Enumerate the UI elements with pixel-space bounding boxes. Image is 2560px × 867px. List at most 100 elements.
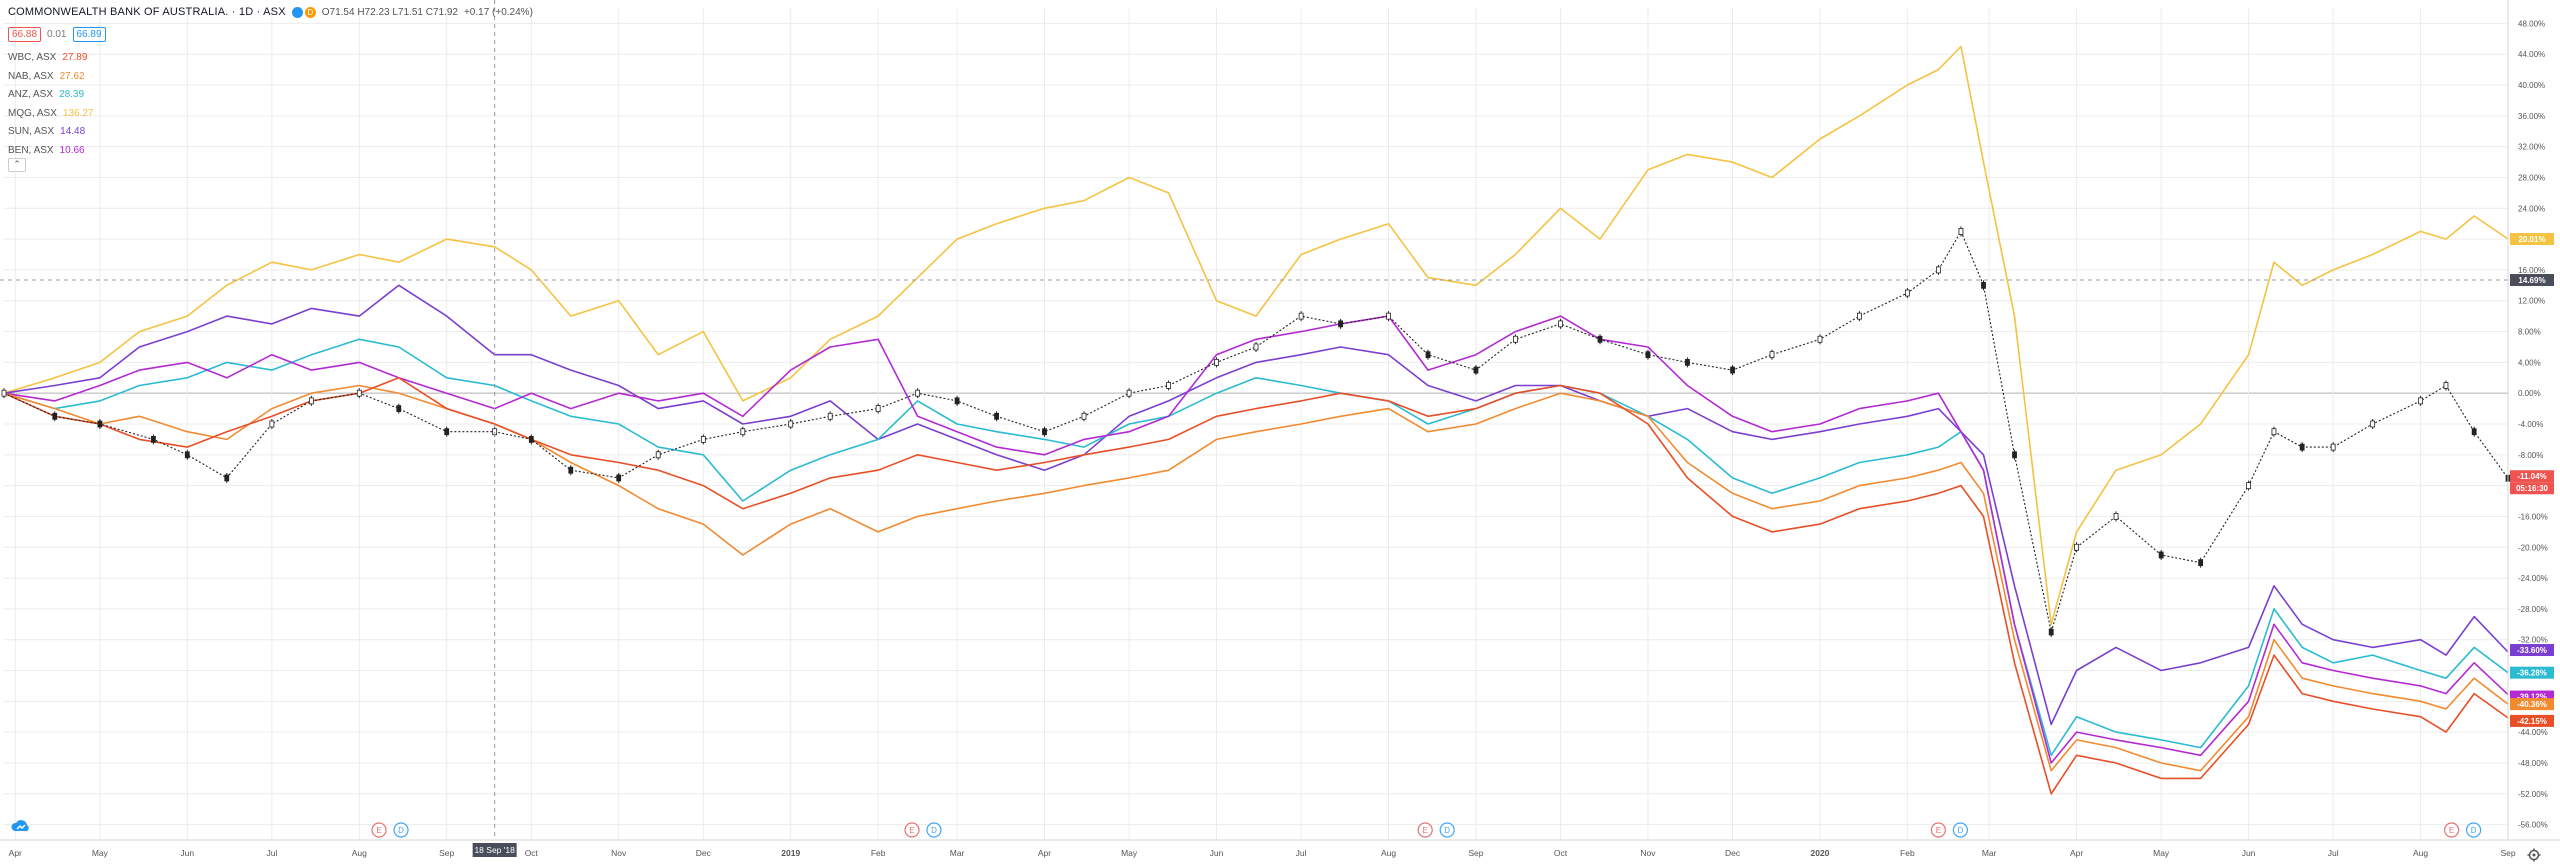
end-label-nab-box (2510, 698, 2554, 711)
candle-body (1817, 335, 1823, 343)
data-delay-dot[interactable]: D (304, 6, 316, 18)
series-line-ben (3, 315, 2509, 764)
candle-body (1857, 312, 1862, 320)
candle-body (827, 412, 833, 420)
legend-row[interactable]: MQG, ASX 136.27 (8, 105, 94, 124)
legend-symbol: MQG, ASX (8, 107, 57, 119)
candle-body (1645, 351, 1651, 359)
legend-row[interactable]: ANZ, ASX 28.39 (8, 86, 94, 105)
earnings-marker (1930, 822, 1946, 838)
bid-ask-box: 66.88 0.01 66.89 (8, 27, 106, 42)
buy-price-button[interactable]: 66.89 (72, 27, 106, 42)
main-price-label-box (2510, 470, 2554, 483)
candle-body (1081, 412, 1087, 420)
candle-body (2246, 482, 2251, 490)
y-tick-label: -24.00% (2518, 574, 2548, 583)
chevron-up-icon[interactable]: ⌃ (8, 158, 26, 172)
candle-body (1513, 335, 1518, 343)
legend-symbol: WBC, ASX (8, 52, 57, 63)
y-tick-label: 48.00% (2518, 19, 2545, 28)
comparison-legend: WBC, ASX 27.89 NAB, ASX 27.62 ANZ, ASX 28.39 M… (8, 49, 94, 160)
crosshair-price-label-box (2510, 274, 2554, 287)
x-tick-label: Jun (1210, 848, 1224, 858)
x-tick-label: May (2153, 848, 2170, 858)
candle-body (1935, 266, 1941, 274)
candle-body (1904, 289, 1910, 297)
countdown-label: 05:16:30 (2516, 484, 2549, 493)
candle-body (2158, 551, 2164, 559)
main-price-label: -11.04% (2517, 472, 2546, 481)
sell-price-button[interactable]: 66.88 (8, 27, 42, 42)
cloud-logo-icon[interactable] (10, 818, 32, 834)
crosshair-date-box (472, 843, 517, 857)
countdown-label-box (2510, 482, 2554, 495)
legend-symbol: ANZ, ASX (8, 89, 54, 100)
x-tick-label: Nov (611, 848, 627, 858)
time-axis[interactable]: Apr May Jun Jul Aug Sep Oct Nov Dec 2019 Feb Mar Apr… (0, 839, 2560, 858)
candle-body (2113, 513, 2119, 520)
candle-body (444, 428, 450, 436)
end-label-mqg-box (2510, 233, 2554, 246)
series-line-mqg (3, 45, 2509, 626)
event-marker-label: D (398, 826, 404, 835)
crosshair-price-label: 14.69% (2518, 276, 2545, 285)
y-tick-label: 40.00% (2518, 81, 2545, 90)
x-tick-label: Nov (1640, 848, 1656, 858)
candle-body (994, 412, 999, 420)
dividend-marker (2466, 822, 2482, 838)
x-tick-label: May (92, 848, 109, 858)
end-label-wbc-box (2510, 714, 2554, 727)
y-tick-label: 32.00% (2518, 143, 2545, 152)
gear-icon[interactable] (2527, 848, 2541, 862)
symbol-title[interactable]: COMMONWEALTH BANK OF AUSTRALIA. · 1D · A… (8, 6, 286, 18)
legend-value: 136.27 (62, 107, 94, 119)
y-tick-label: 8.00% (2518, 328, 2541, 337)
candle-body (396, 405, 402, 412)
legend-value: 27.89 (62, 52, 88, 63)
legend-row[interactable]: WBC, ASX 27.89 (8, 49, 94, 68)
price-axis[interactable]: 48.00% 44.00% 40.00% 36.00% 32.00% 28.00% 24.0… (2507, 0, 2548, 840)
spread-value: 0.01 (47, 29, 67, 40)
market-status-dot[interactable] (291, 6, 303, 18)
candle-layer (1, 226, 2511, 637)
candle-body (184, 451, 190, 459)
x-tick-label: Oct (525, 848, 539, 858)
legend-row[interactable]: NAB, ASX 27.62 (8, 68, 94, 87)
earnings-marker (371, 822, 387, 838)
legend-row[interactable]: SUN, ASX 14.48 (8, 123, 94, 142)
x-tick-label: May (1121, 848, 1138, 858)
legend-value: 14.48 (60, 126, 86, 137)
y-tick-label: -52.00% (2518, 790, 2548, 799)
candle-body (2370, 420, 2376, 428)
candle-body (2299, 443, 2305, 451)
x-tick-label: Dec (696, 848, 712, 858)
event-marker-label: D (1958, 826, 1964, 835)
candle-body (1166, 382, 1171, 389)
legend-row[interactable]: BEN, ASX 10.66 (8, 142, 94, 161)
candle-body (1214, 358, 1219, 366)
y-tick-label: 16.00% (2518, 266, 2545, 275)
x-tick-label: Apr (2070, 848, 2083, 858)
candle-body (2471, 428, 2477, 436)
ohlc-values: O71.54 H72.23 L71.51 C71.92 (321, 6, 458, 18)
legend-symbol: BEN, ASX (8, 144, 54, 156)
x-tick-label: 2020 (1811, 848, 1830, 858)
candle-body (1685, 358, 1690, 366)
y-tick-label: -28.00% (2518, 605, 2548, 614)
dividend-marker (1952, 822, 1968, 838)
end-label-sun: -33.60% (2517, 646, 2547, 655)
y-tick-label: 24.00% (2518, 204, 2545, 213)
y-tick-label: -16.00% (2518, 512, 2548, 521)
chart-header: COMMONWEALTH BANK OF AUSTRALIA. · 1D · A… (8, 6, 533, 18)
y-tick-label: -44.00% (2518, 728, 2548, 737)
candle-body (2074, 543, 2079, 551)
x-tick-label: Apr (1038, 848, 1051, 858)
candle-body (1298, 312, 1304, 320)
candle-body (269, 420, 275, 428)
candle-body (915, 389, 921, 397)
candle-body (875, 405, 881, 412)
x-tick-label: Dec (1725, 848, 1741, 858)
crosshair: 18 Sep '18 (0, 0, 2508, 857)
